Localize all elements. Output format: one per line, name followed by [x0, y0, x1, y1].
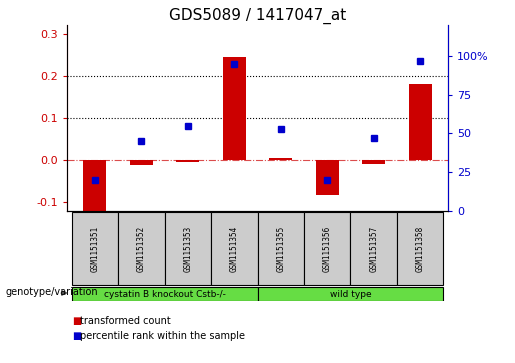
Bar [258, 212, 304, 285]
Text: transformed count: transformed count [80, 316, 170, 326]
Bar [350, 212, 397, 285]
Bar [316, 160, 339, 195]
Bar [222, 57, 246, 160]
Bar [408, 84, 432, 160]
Bar [118, 212, 165, 285]
Text: percentile rank within the sample: percentile rank within the sample [80, 331, 245, 341]
Text: GSM1151351: GSM1151351 [90, 225, 99, 272]
Text: ■: ■ [72, 316, 81, 326]
Bar [83, 160, 107, 211]
Text: genotype/variation: genotype/variation [5, 287, 98, 297]
Text: GSM1151358: GSM1151358 [416, 225, 425, 272]
Bar [397, 212, 443, 285]
Text: GSM1151355: GSM1151355 [276, 225, 285, 272]
Bar [72, 287, 258, 301]
Text: GSM1151353: GSM1151353 [183, 225, 192, 272]
Bar [165, 212, 211, 285]
Title: GDS5089 / 1417047_at: GDS5089 / 1417047_at [169, 8, 346, 24]
Bar [269, 158, 293, 160]
Text: cystatin B knockout Cstb-/-: cystatin B knockout Cstb-/- [104, 290, 226, 298]
Bar [304, 212, 350, 285]
Bar [258, 287, 443, 301]
Text: GSM1151357: GSM1151357 [369, 225, 378, 272]
Bar [72, 212, 118, 285]
Text: ■: ■ [72, 331, 81, 341]
Bar [176, 160, 199, 162]
Bar [362, 160, 385, 164]
Text: GSM1151356: GSM1151356 [323, 225, 332, 272]
Text: GSM1151352: GSM1151352 [137, 225, 146, 272]
Bar [211, 212, 258, 285]
Text: wild type: wild type [330, 290, 371, 298]
Text: GSM1151354: GSM1151354 [230, 225, 239, 272]
Bar [130, 160, 153, 165]
